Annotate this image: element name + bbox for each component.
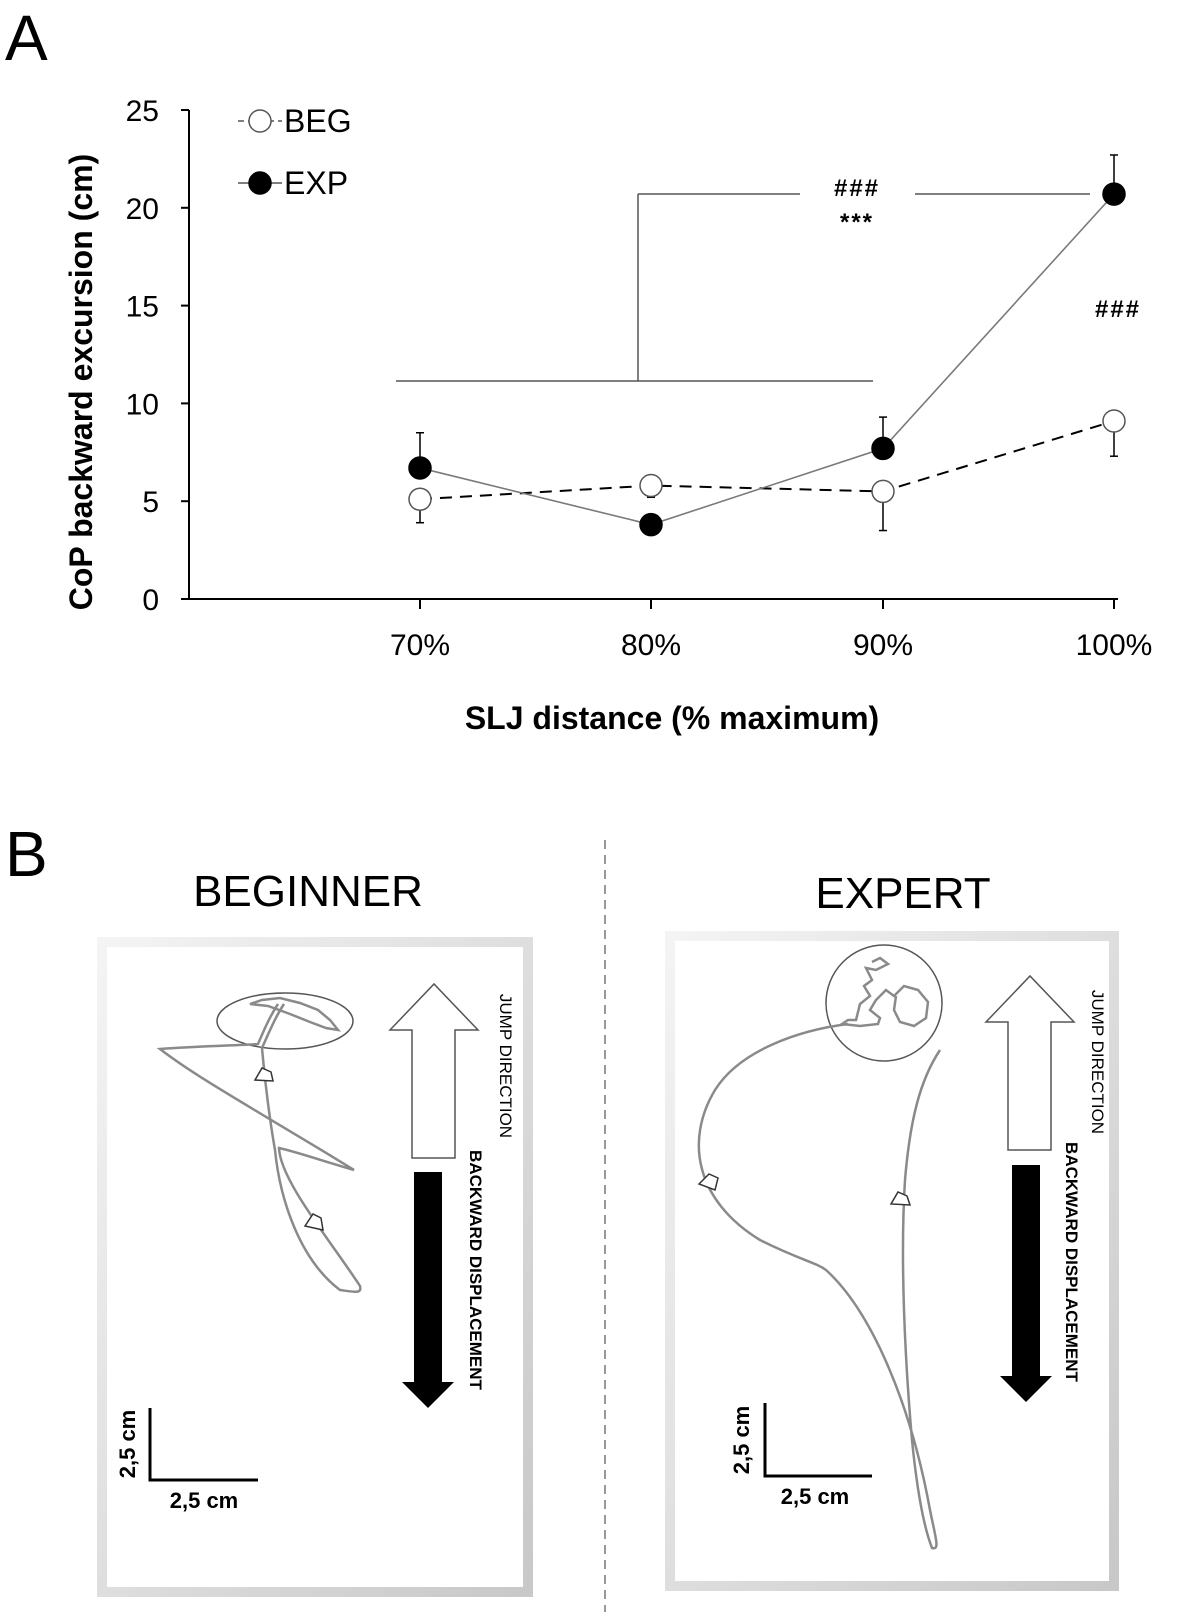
y-tick-label: 20 [126, 193, 159, 226]
y-tick-label: 10 [126, 388, 159, 421]
y-axis-title: CoP backward excursion (cm) [63, 154, 99, 610]
beginner-marker-1 [253, 1067, 274, 1082]
expert-title: EXPERT [815, 869, 990, 918]
beginner-scale-y: 2,5 cm [115, 1410, 140, 1479]
x-tick-label: 70% [390, 629, 450, 662]
expert-marker-2 [889, 1191, 912, 1206]
x-axis-title: SLJ distance (% maximum) [465, 700, 879, 736]
series-line-beg [419, 420, 1115, 501]
expert-jump-direction-label: JUMP DIRECTION [1088, 990, 1107, 1134]
expert-backward-arrow: BACKWARD DISPLACEMENT [1000, 1142, 1081, 1402]
beginner-panel: BEGINNER JUMP DIRECTION BACKWARD DISPLAC… [97, 867, 533, 1597]
y-tick-label: 0 [142, 584, 159, 617]
beginner-scale-bar [148, 1408, 258, 1482]
expert-circle [825, 944, 943, 1062]
panel-b-label: B [5, 818, 48, 890]
beginner-circle [216, 992, 354, 1050]
beginner-frame [97, 937, 533, 1597]
data-point-exp [1102, 182, 1126, 206]
data-point-exp [871, 436, 895, 461]
legend: BEG EXP [238, 103, 352, 201]
data-point-exp [639, 512, 663, 537]
expert-panel: EXPERT JUMP DIRECTION BACKWARD DISPLACEM… [665, 869, 1119, 1591]
legend-label-beg: BEG [284, 103, 352, 139]
beginner-title: BEGINNER [193, 867, 423, 916]
expert-jump-arrow: JUMP DIRECTION [984, 974, 1107, 1151]
data-point-beg [408, 487, 432, 511]
data-point-beg [1102, 409, 1126, 433]
annotation-side-hash: ### [1095, 296, 1141, 323]
beginner-marker-2 [303, 1213, 324, 1231]
legend-marker-exp [248, 171, 272, 195]
x-tick-label: 80% [621, 629, 681, 662]
expert-trace-tangle [838, 956, 930, 1028]
beginner-scale-x: 2,5 cm [170, 1488, 239, 1513]
beginner-backward-arrow: BACKWARD DISPLACEMENT [402, 1150, 485, 1408]
beginner-backward-label: BACKWARD DISPLACEMENT [466, 1150, 485, 1391]
annotation-top-hash: ### [834, 175, 880, 202]
beginner-jump-arrow: JUMP DIRECTION [388, 982, 515, 1159]
legend-label-exp: EXP [284, 165, 348, 201]
y-tick-label: 15 [126, 291, 159, 324]
expert-scale-y: 2,5 cm [729, 1406, 754, 1475]
chart-a: 0 5 10 15 20 25 70% 80% 90% 100% ### *** ### BEG… [63, 95, 1152, 736]
annotation-top-stars: *** [840, 209, 874, 236]
data-point-exp [408, 456, 432, 480]
x-tick-label: 90% [853, 629, 913, 662]
expert-scale-x: 2,5 cm [781, 1484, 850, 1509]
expert-backward-label: BACKWARD DISPLACEMENT [1062, 1142, 1081, 1383]
expert-cop-trace [697, 1022, 942, 1550]
beginner-trace-tangle [249, 996, 342, 1032]
y-tick-label: 5 [142, 486, 159, 519]
significance-bracket-top [396, 193, 1090, 382]
expert-scale-bar [763, 1403, 872, 1478]
panel-a-label: A [5, 2, 48, 74]
series-line-exp [419, 193, 1115, 526]
beginner-cop-trace [156, 1003, 362, 1293]
data-point-beg [871, 479, 895, 504]
beginner-jump-direction-label: JUMP DIRECTION [496, 994, 515, 1138]
data-point-beg [639, 473, 663, 498]
y-tick-label: 25 [126, 95, 159, 128]
expert-marker-1 [697, 1173, 719, 1191]
x-tick-label: 100% [1076, 629, 1153, 662]
legend-marker-beg [248, 109, 272, 133]
